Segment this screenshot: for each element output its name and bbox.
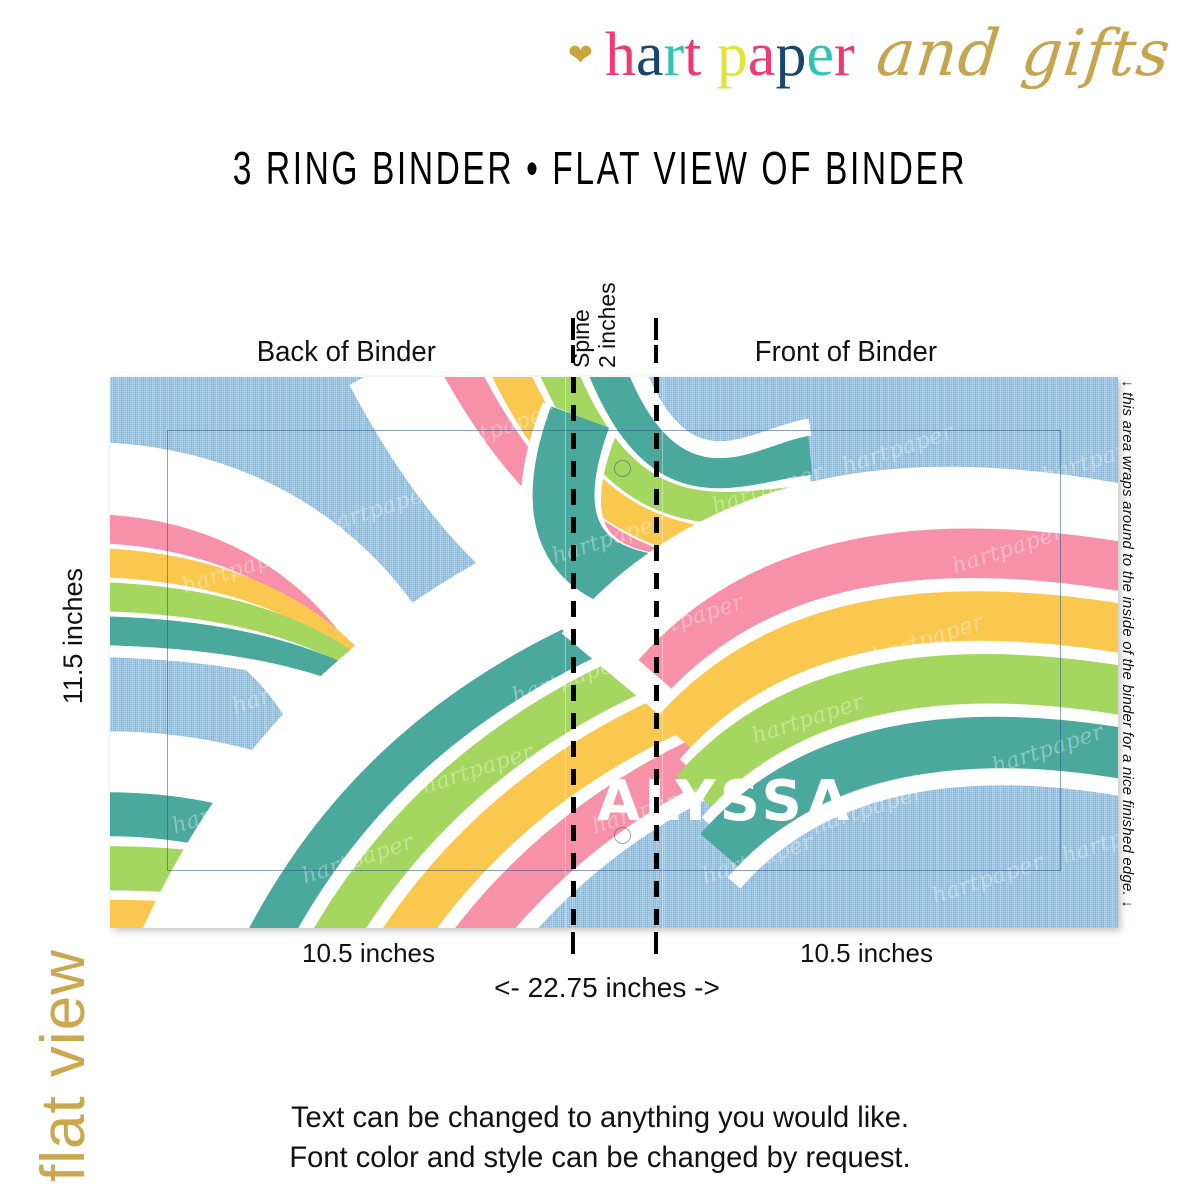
label-back-of-binder: Back of Binder: [256, 336, 436, 368]
spine-label-group: Spine 2 inches: [568, 258, 637, 368]
brand-wordmark: hart paper: [605, 24, 855, 86]
brand-letter-a2: a: [747, 21, 776, 89]
footer-note-line-2: Font color and style can be changed by r…: [289, 1140, 911, 1174]
wrap-around-note-text: ↓ this area wraps around to the inside o…: [1119, 380, 1136, 908]
brand-logo-bar: ❤ hart paper and gifts: [0, 0, 1200, 120]
spine-tick-top-right: [654, 318, 658, 340]
dimension-front-width: 10.5 inches: [800, 938, 933, 968]
page-title: 3 RING BINDER • FLAT VIEW OF BINDER: [232, 144, 968, 195]
brand-letter-t: t: [684, 21, 702, 89]
brand-letter-a: a: [635, 21, 664, 89]
brand-letter-h: h: [604, 21, 636, 89]
wrap-around-note: ↓ this area wraps around to the inside o…: [1119, 380, 1152, 928]
brand-letter-p1: p: [716, 21, 748, 89]
heart-icon: ❤: [567, 39, 593, 72]
dimension-back-width: 10.5 inches: [302, 938, 435, 968]
dimension-height-label: 11.5 inches: [58, 568, 88, 705]
rainbow-swoosh-artwork: [110, 377, 1118, 928]
ring-hole-top: [614, 460, 631, 477]
trim-guide-right: [662, 377, 663, 928]
brand-letter-p2: p: [775, 21, 807, 89]
spine-tick-top-left-lower: [571, 345, 575, 363]
label-front-of-binder: Front of Binder: [754, 336, 938, 368]
personalized-name-text: ALYSSA: [596, 769, 854, 834]
spine-label-word-inches: 2 inches: [594, 282, 620, 368]
spine-tick-bottom-left: [571, 932, 575, 954]
brand-letter-r2: r: [833, 21, 855, 89]
spine-fold-line-right: [654, 377, 659, 928]
spine-tick-bottom-right: [654, 932, 658, 954]
footer-note-line-1: Text can be changed to anything you woul…: [291, 1101, 909, 1134]
dimension-total-width: <- 22.75 inches ->: [494, 972, 720, 1003]
spine-tick-top-left: [571, 318, 575, 340]
spine-fold-line-left: [571, 377, 576, 928]
swoosh-back-upper-left: [110, 442, 439, 757]
spine-tick-top-right-lower: [654, 345, 658, 363]
footer-notes: Text can be changed to anything you woul…: [0, 1098, 1200, 1177]
binder-artwork-preview[interactable]: hartpaper hartpaper hartpaper hartpaper …: [110, 377, 1118, 928]
brand-logo: ❤ hart paper and gifts: [567, 17, 1174, 91]
brand-letter-e: e: [806, 21, 834, 89]
brand-letter-r: r: [663, 21, 685, 89]
brand-space: [701, 21, 717, 89]
brand-script-suffix: and gifts: [872, 17, 1174, 91]
trim-guide-left: [565, 377, 566, 928]
ring-hole-bottom: [614, 827, 631, 844]
